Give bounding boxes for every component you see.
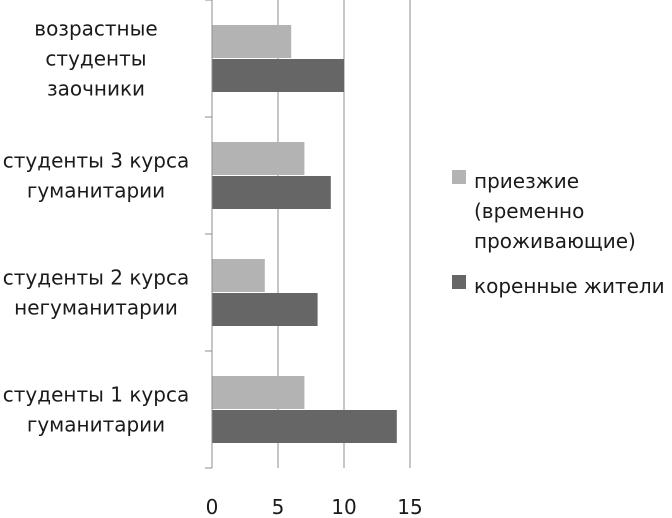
- x-tick-label: 0: [206, 495, 219, 518]
- bar: [212, 59, 344, 92]
- legend-swatch: [452, 170, 466, 184]
- category-label: студенты 1 курса гуманитарии: [3, 383, 189, 437]
- x-tick-labels: 0 5 10 15: [206, 495, 423, 518]
- bar: [212, 259, 265, 292]
- legend: приезжие (временно проживающие) коренные жи…: [452, 169, 665, 298]
- category-labels: студенты 1 курса гуманитарии студенты 2 ку…: [3, 17, 189, 437]
- legend-label: коренные жители: [474, 274, 665, 298]
- bar: [212, 293, 318, 326]
- legend-label: приезжие (временно проживающие): [474, 169, 636, 253]
- bar: [212, 25, 292, 58]
- category-label: студенты 2 курса негуманитарии: [3, 266, 189, 320]
- bar-layer: [212, 25, 397, 443]
- x-tick-label: 5: [272, 495, 285, 518]
- bar: [212, 410, 397, 443]
- x-tick-label: 10: [331, 495, 356, 518]
- axis-layer: [205, 0, 213, 469]
- category-label: студенты 3 курса гуманитарии: [3, 149, 189, 203]
- x-tick-label: 15: [397, 495, 422, 518]
- bar: [212, 142, 305, 175]
- bar: [212, 376, 305, 409]
- category-label: возрастные студенты заочники: [34, 17, 157, 101]
- bar: [212, 176, 331, 209]
- legend-swatch: [452, 275, 466, 289]
